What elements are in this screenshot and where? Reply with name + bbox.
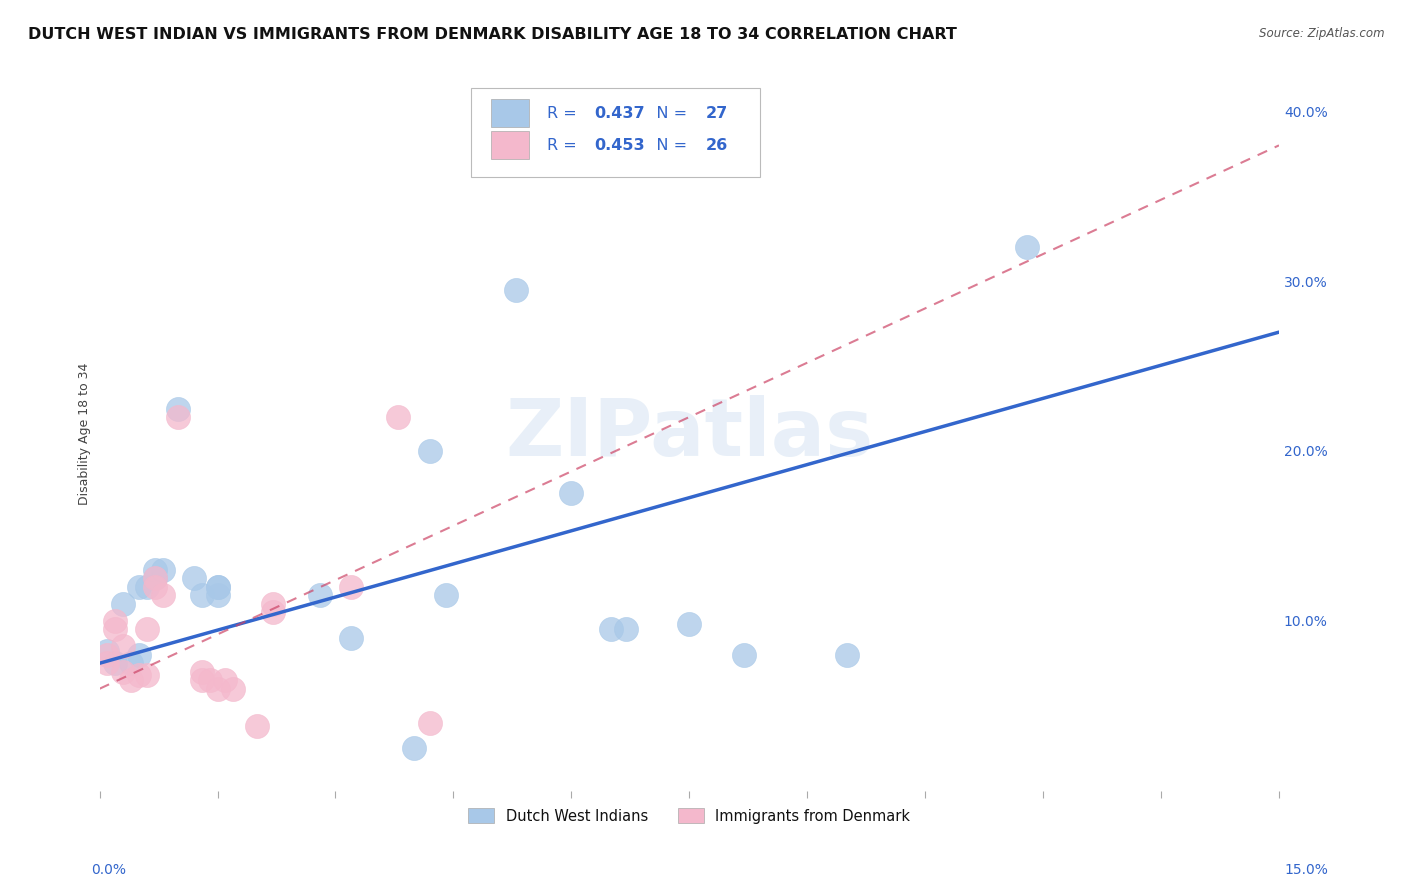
- Text: R =: R =: [547, 137, 582, 153]
- Text: DUTCH WEST INDIAN VS IMMIGRANTS FROM DENMARK DISABILITY AGE 18 TO 34 CORRELATION: DUTCH WEST INDIAN VS IMMIGRANTS FROM DEN…: [28, 27, 957, 42]
- Point: [143, 571, 166, 585]
- Point: [623, 104, 645, 119]
- Point: [104, 614, 127, 628]
- Text: 0.453: 0.453: [593, 137, 644, 153]
- Point: [419, 444, 441, 458]
- Point: [505, 283, 527, 297]
- Point: [183, 571, 205, 585]
- Point: [207, 588, 229, 602]
- Point: [135, 668, 157, 682]
- Point: [678, 617, 700, 632]
- Point: [143, 563, 166, 577]
- Point: [191, 673, 214, 688]
- Text: R =: R =: [547, 105, 582, 120]
- Point: [1017, 240, 1039, 254]
- Point: [262, 605, 284, 619]
- Point: [112, 597, 135, 611]
- Point: [198, 673, 221, 688]
- Point: [152, 563, 174, 577]
- Text: ZIPatlas: ZIPatlas: [505, 395, 873, 473]
- Text: N =: N =: [641, 137, 692, 153]
- Bar: [491, 99, 529, 128]
- Point: [191, 588, 214, 602]
- Point: [419, 715, 441, 730]
- Point: [104, 622, 127, 636]
- Point: [835, 648, 858, 662]
- Text: 27: 27: [706, 105, 728, 120]
- Point: [207, 580, 229, 594]
- Point: [733, 648, 755, 662]
- FancyBboxPatch shape: [471, 88, 761, 178]
- Point: [434, 588, 457, 602]
- Point: [214, 673, 236, 688]
- Point: [112, 665, 135, 679]
- Point: [120, 657, 142, 671]
- Text: N =: N =: [641, 105, 692, 120]
- Point: [207, 580, 229, 594]
- Point: [96, 644, 118, 658]
- Point: [135, 580, 157, 594]
- Text: 15.0%: 15.0%: [1285, 863, 1329, 878]
- Point: [340, 580, 363, 594]
- Point: [128, 580, 150, 594]
- Bar: [491, 131, 529, 160]
- Point: [135, 622, 157, 636]
- Point: [207, 681, 229, 696]
- Legend: Dutch West Indians, Immigrants from Denmark: Dutch West Indians, Immigrants from Denm…: [463, 803, 917, 830]
- Point: [128, 668, 150, 682]
- Text: Source: ZipAtlas.com: Source: ZipAtlas.com: [1260, 27, 1385, 40]
- Point: [616, 622, 638, 636]
- Point: [143, 580, 166, 594]
- Text: 0.0%: 0.0%: [91, 863, 127, 878]
- Point: [404, 741, 426, 756]
- Point: [128, 648, 150, 662]
- Point: [191, 665, 214, 679]
- Text: 26: 26: [706, 137, 728, 153]
- Point: [167, 410, 190, 425]
- Point: [143, 571, 166, 585]
- Point: [167, 401, 190, 416]
- Point: [120, 673, 142, 688]
- Point: [96, 657, 118, 671]
- Point: [308, 588, 330, 602]
- Point: [599, 622, 621, 636]
- Point: [104, 657, 127, 671]
- Point: [262, 597, 284, 611]
- Point: [246, 719, 269, 733]
- Y-axis label: Disability Age 18 to 34: Disability Age 18 to 34: [79, 363, 91, 505]
- Point: [112, 640, 135, 654]
- Point: [96, 648, 118, 662]
- Point: [222, 681, 245, 696]
- Text: 0.437: 0.437: [593, 105, 644, 120]
- Point: [152, 588, 174, 602]
- Point: [387, 410, 409, 425]
- Point: [560, 486, 582, 500]
- Point: [340, 631, 363, 645]
